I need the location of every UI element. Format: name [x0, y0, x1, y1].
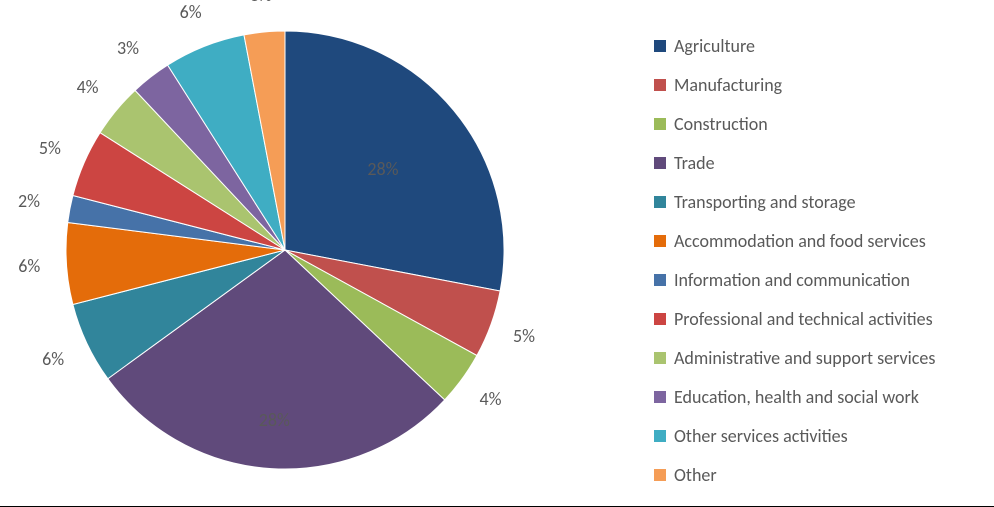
legend-label: Education, health and social work: [674, 386, 919, 408]
legend-swatch: [654, 196, 666, 208]
legend-item: Other: [654, 455, 935, 494]
legend-item: Agriculture: [654, 26, 935, 65]
legend-label: Accommodation and food services: [674, 230, 926, 252]
pie-svg: [65, 30, 505, 470]
legend-label: Agriculture: [674, 35, 755, 57]
legend-label: Information and communication: [674, 269, 910, 291]
pie-data-label: 3%: [250, 0, 272, 6]
legend-label: Manufacturing: [674, 74, 782, 96]
legend-swatch: [654, 391, 666, 403]
legend-item: Education, health and social work: [654, 377, 935, 416]
legend-swatch: [654, 79, 666, 91]
legend-item: Transporting and storage: [654, 182, 935, 221]
legend-swatch: [654, 430, 666, 442]
legend-swatch: [654, 118, 666, 130]
pie-data-label: 5%: [39, 137, 61, 159]
legend-item: Construction: [654, 104, 935, 143]
legend-item: Manufacturing: [654, 65, 935, 104]
pie-data-label: 6%: [42, 348, 64, 370]
legend-item: Administrative and support services: [654, 338, 935, 377]
pie-data-label: 2%: [18, 190, 40, 212]
pie-data-label: 6%: [18, 255, 40, 277]
pie-canvas: [65, 30, 505, 470]
pie-data-label: 28%: [259, 409, 290, 431]
legend-label: Construction: [674, 113, 768, 135]
pie-data-label: 4%: [480, 388, 502, 410]
pie-data-label: 4%: [77, 76, 99, 98]
legend-swatch: [654, 313, 666, 325]
pie-data-label: 5%: [513, 325, 535, 347]
legend-swatch: [654, 235, 666, 247]
legend-label: Trade: [674, 152, 715, 174]
pie-data-label: 3%: [117, 37, 139, 59]
legend-swatch: [654, 40, 666, 52]
legend-label: Professional and technical activities: [674, 308, 933, 330]
legend: Agriculture Manufacturing Construction Trad…: [654, 26, 935, 494]
legend-swatch: [654, 274, 666, 286]
pie-chart: Agriculture Manufacturing Construction Trad…: [0, 0, 994, 504]
legend-item: Trade: [654, 143, 935, 182]
legend-label: Administrative and support services: [674, 347, 935, 369]
legend-label: Other services activities: [674, 425, 848, 447]
legend-label: Transporting and storage: [674, 191, 856, 213]
legend-item: Information and communication: [654, 260, 935, 299]
legend-item: Other services activities: [654, 416, 935, 455]
legend-item: Professional and technical activities: [654, 299, 935, 338]
legend-swatch: [654, 157, 666, 169]
legend-label: Other: [674, 464, 717, 486]
legend-swatch: [654, 352, 666, 364]
pie-data-label: 6%: [180, 1, 202, 23]
pie-data-label: 28%: [367, 158, 398, 180]
legend-swatch: [654, 469, 666, 481]
legend-item: Accommodation and food services: [654, 221, 935, 260]
